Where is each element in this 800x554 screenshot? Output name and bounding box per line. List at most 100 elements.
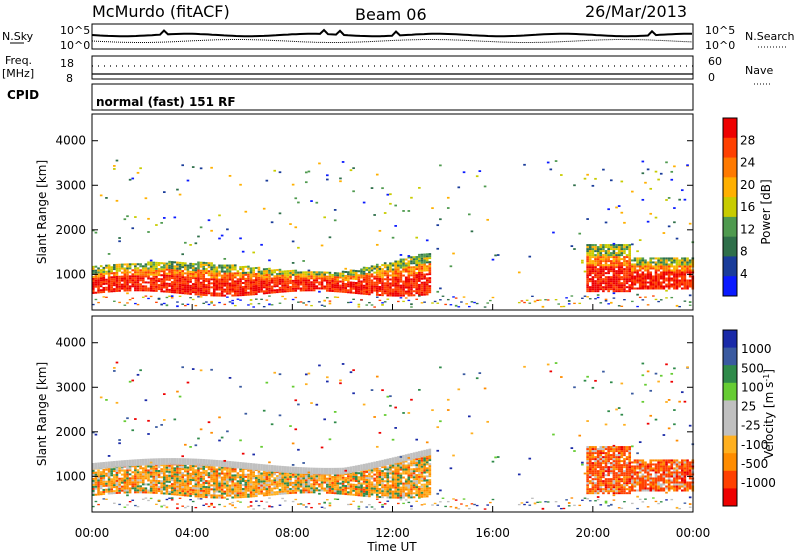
velocity-cell bbox=[149, 473, 153, 476]
velocity-cell bbox=[289, 475, 292, 479]
velocity-cell bbox=[407, 496, 411, 499]
velocity-cell bbox=[386, 480, 390, 483]
velocity-cell bbox=[126, 469, 129, 472]
power-cell bbox=[223, 288, 227, 291]
velocity-cell bbox=[412, 468, 416, 471]
power-cell bbox=[386, 274, 390, 277]
power-cell bbox=[347, 271, 350, 274]
velocity-cell bbox=[354, 479, 358, 482]
velocity-cell bbox=[170, 475, 174, 478]
power-cell bbox=[233, 266, 237, 269]
velocity-cell bbox=[249, 463, 253, 470]
power-cell bbox=[615, 274, 618, 277]
power-cell bbox=[625, 254, 629, 257]
velocity-cell bbox=[410, 488, 413, 491]
power-cell bbox=[654, 170, 658, 173]
power-cell bbox=[255, 275, 258, 278]
power-cell bbox=[644, 275, 647, 278]
velocity-cell bbox=[207, 480, 211, 483]
velocity-cell bbox=[202, 469, 206, 472]
power-cell bbox=[233, 268, 237, 271]
velocity-cell bbox=[299, 475, 303, 478]
velocity-cell bbox=[381, 389, 384, 392]
power-cell bbox=[149, 281, 153, 284]
power-cell bbox=[365, 276, 369, 279]
velocity-cell bbox=[315, 477, 319, 480]
velocity-cell bbox=[333, 486, 337, 489]
velocity-cell bbox=[191, 471, 195, 474]
power-cell bbox=[620, 250, 624, 253]
power-cell bbox=[207, 274, 211, 277]
velocity-cell bbox=[310, 467, 313, 475]
power-cell bbox=[628, 264, 631, 267]
velocity-cell bbox=[176, 487, 179, 490]
velocity-cell bbox=[273, 471, 277, 474]
velocity-cell bbox=[378, 481, 382, 484]
velocity-cell bbox=[255, 489, 258, 492]
power-cell bbox=[652, 295, 655, 297]
power-cell bbox=[212, 292, 216, 295]
power-cell bbox=[662, 275, 666, 278]
power-cell bbox=[197, 287, 200, 290]
velocity-cell bbox=[189, 488, 192, 491]
velocity-cell bbox=[236, 482, 240, 485]
velocity-cell bbox=[402, 412, 405, 414]
velocity-cell bbox=[126, 489, 129, 492]
power-cell bbox=[412, 274, 416, 277]
power-cell bbox=[223, 264, 227, 267]
velocity-cell bbox=[418, 461, 421, 464]
velocity-cell bbox=[370, 506, 374, 508]
power-cell bbox=[607, 258, 610, 261]
velocity-cell bbox=[262, 492, 266, 495]
power-cell bbox=[397, 262, 400, 265]
power-cell bbox=[615, 278, 618, 281]
power-cell bbox=[604, 264, 608, 267]
power-cell bbox=[252, 281, 255, 284]
velocity-cell bbox=[199, 495, 203, 498]
power-cell bbox=[659, 265, 663, 268]
velocity-cell bbox=[189, 482, 192, 485]
power-cell bbox=[239, 278, 242, 281]
power-cell bbox=[586, 252, 589, 255]
power-cell bbox=[252, 291, 255, 294]
velocity-cell bbox=[278, 474, 282, 477]
power-cell bbox=[596, 286, 600, 289]
velocity-cell bbox=[181, 490, 184, 493]
velocity-cell bbox=[323, 477, 326, 480]
power-cell bbox=[231, 272, 234, 275]
velocity-cell bbox=[307, 475, 311, 478]
velocity-cell bbox=[107, 470, 111, 473]
power-cell bbox=[333, 219, 337, 222]
power-cell bbox=[247, 283, 250, 286]
velocity-cell bbox=[123, 485, 127, 488]
velocity-cell bbox=[397, 472, 400, 475]
power-cell bbox=[612, 297, 616, 299]
power-cell bbox=[247, 285, 250, 288]
power-cell bbox=[646, 281, 650, 284]
power-cell bbox=[675, 285, 679, 288]
velocity-cell bbox=[423, 503, 426, 505]
velocity-cell bbox=[397, 456, 400, 463]
velocity-cell bbox=[331, 467, 334, 475]
velocity-cell bbox=[247, 481, 250, 484]
power-cell bbox=[649, 263, 653, 266]
velocity-cell bbox=[404, 484, 408, 487]
power-cell bbox=[483, 185, 487, 188]
velocity-cell bbox=[241, 480, 245, 483]
power-data-cells bbox=[92, 159, 695, 308]
power-cell bbox=[136, 269, 140, 272]
power-cell bbox=[310, 281, 313, 284]
power-cell bbox=[131, 263, 135, 266]
velocity-cell bbox=[165, 492, 169, 495]
power-cell bbox=[352, 283, 355, 286]
velocity-cell bbox=[389, 472, 392, 475]
velocity-cell bbox=[276, 487, 279, 490]
power-cell bbox=[278, 280, 282, 283]
power-cell bbox=[115, 199, 119, 202]
power-cell bbox=[265, 299, 269, 301]
velocity-cell bbox=[260, 472, 263, 475]
power-cell bbox=[415, 282, 419, 285]
power-cell bbox=[631, 277, 634, 280]
velocity-cell bbox=[197, 487, 200, 490]
power-cell bbox=[375, 271, 379, 274]
